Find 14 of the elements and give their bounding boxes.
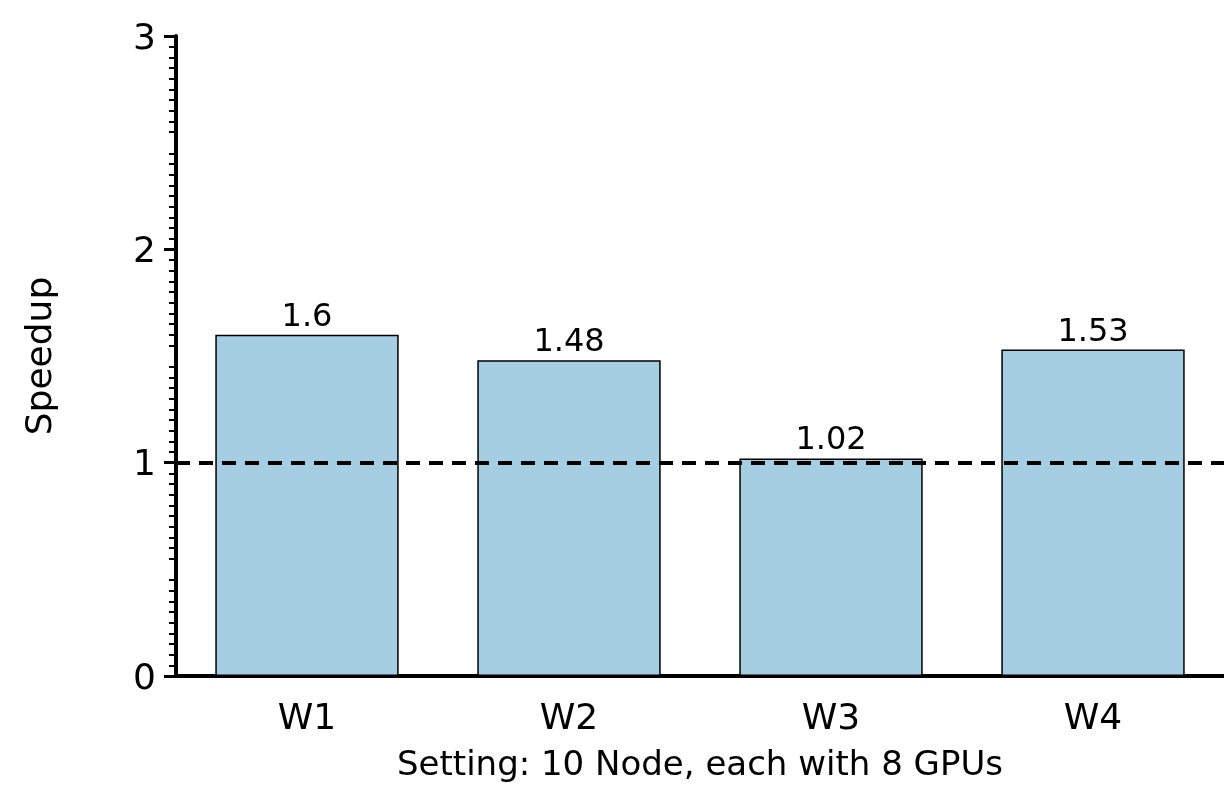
data-label: 1.48 — [533, 321, 605, 360]
x-axis-title: Setting: 10 Node, each with 8 GPUs — [396, 743, 1004, 783]
y-tick-label: 0 — [133, 655, 156, 697]
x-tick-label: W3 — [801, 695, 861, 737]
data-label: 1.6 — [281, 295, 333, 334]
y-axis-title: Speedup — [17, 276, 59, 436]
x-tick-label: W1 — [277, 695, 337, 737]
data-label: 1.53 — [1057, 310, 1129, 349]
y-tick-label: 1 — [133, 442, 156, 484]
x-tick-label: W4 — [1063, 695, 1123, 737]
y-tick-label: 2 — [133, 228, 156, 270]
data-label: 1.02 — [795, 419, 867, 458]
y-tick-label: 3 — [133, 15, 156, 57]
x-tick-label: W2 — [539, 695, 599, 737]
